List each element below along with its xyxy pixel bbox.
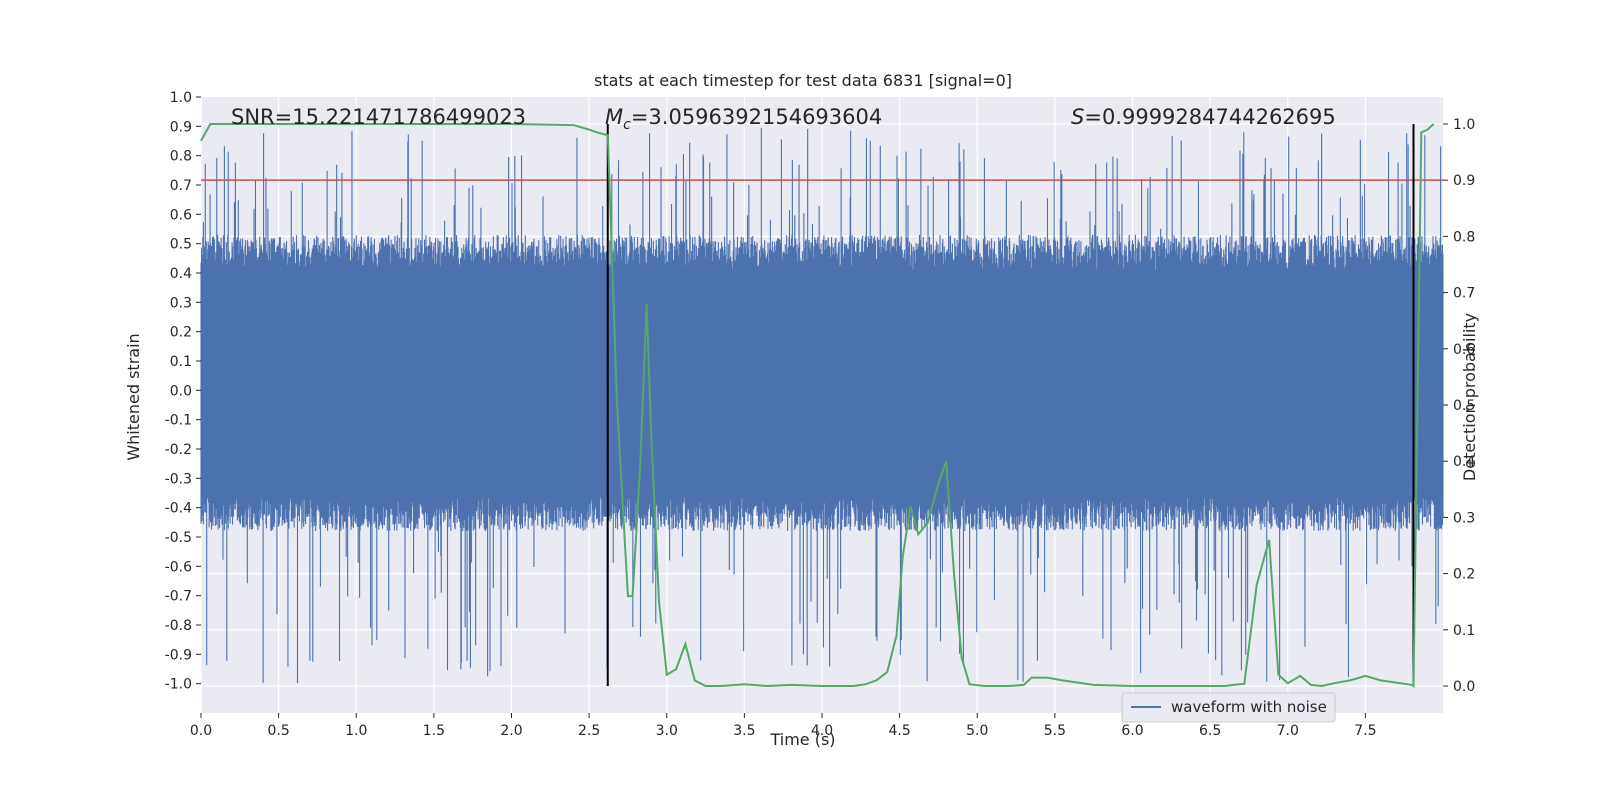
chart-title: stats at each timestep for test data 683… bbox=[594, 71, 1012, 90]
legend: waveform with noise bbox=[1121, 692, 1336, 723]
y-right-tick-label: 0.7 bbox=[1453, 286, 1475, 302]
x-tick-label: 4.0 bbox=[811, 723, 833, 739]
y-left-tick-label: -0.1 bbox=[165, 413, 192, 429]
y-left-tick-label: -0.9 bbox=[165, 647, 192, 663]
y-left-tick-label: 1.0 bbox=[170, 90, 192, 106]
y-left-tick-label: -0.8 bbox=[165, 618, 192, 634]
significance-symbol: S bbox=[1071, 105, 1084, 129]
y-left-tick-label: 0.7 bbox=[170, 178, 192, 194]
x-tick-label: 3.5 bbox=[733, 723, 755, 739]
x-tick-label: 2.0 bbox=[500, 723, 522, 739]
x-axis-label: Time (s) bbox=[769, 730, 835, 749]
x-tick-label: 6.0 bbox=[1121, 723, 1143, 739]
x-tick-label: 0.5 bbox=[267, 723, 289, 739]
x-tick-label: 6.5 bbox=[1199, 723, 1221, 739]
x-tick-label: 0.0 bbox=[190, 723, 212, 739]
y-right-tick-label: 0.4 bbox=[1453, 454, 1475, 470]
y-left-tick-label: -0.6 bbox=[165, 559, 192, 575]
y-left-tick-label: 0.2 bbox=[170, 325, 192, 341]
chirp-mass-annotation: Mc=3.0596392154693604 bbox=[605, 105, 882, 133]
x-tick-label: 7.0 bbox=[1277, 723, 1299, 739]
y-right-tick-label: 0.6 bbox=[1453, 342, 1475, 358]
x-axis-ticks: 0.0 0.5 1.0 1.5 2.0 2.5 3.0 3.5 4.0 4.5 5.0 5.5 6.0 6… bbox=[190, 713, 1377, 739]
y-left-tick-label: 0.4 bbox=[170, 266, 192, 282]
y-left-tick-label: 0.3 bbox=[170, 295, 192, 311]
y-left-tick-label: -0.5 bbox=[165, 530, 192, 546]
x-tick-label: 5.5 bbox=[1044, 723, 1066, 739]
y-left-axis-ticks: -1.0 -0.9 -0.8 -0.7 -0.6 -0.5 -0.4 -0.3 -0.2 -0.1… bbox=[165, 90, 201, 693]
y-left-tick-label: 0.0 bbox=[170, 383, 192, 399]
x-tick-label: 1.0 bbox=[345, 723, 367, 739]
y-right-tick-label: 1.0 bbox=[1453, 117, 1475, 133]
y-axis-label-left: Whitened strain bbox=[124, 333, 143, 460]
waveform-series bbox=[200, 127, 1444, 683]
y-right-tick-label: 0.8 bbox=[1453, 229, 1475, 245]
chirp-mass-symbol: M bbox=[605, 105, 623, 129]
y-left-tick-label: -0.7 bbox=[165, 589, 192, 605]
x-tick-label: 7.5 bbox=[1354, 723, 1376, 739]
x-tick-label: 3.0 bbox=[656, 723, 678, 739]
y-left-tick-label: 0.1 bbox=[170, 354, 192, 370]
y-right-tick-label: 0.2 bbox=[1453, 567, 1475, 583]
y-left-tick-label: 0.8 bbox=[170, 149, 192, 165]
y-right-tick-label: 0.3 bbox=[1453, 510, 1475, 526]
x-tick-label: 4.5 bbox=[888, 723, 910, 739]
y-right-tick-label: 0.0 bbox=[1453, 679, 1475, 695]
y-left-tick-label: -1.0 bbox=[165, 677, 192, 693]
legend-label: waveform with noise bbox=[1171, 698, 1327, 716]
y-right-tick-label: 0.9 bbox=[1453, 173, 1475, 189]
y-left-tick-label: -0.2 bbox=[165, 442, 192, 458]
x-tick-label: 2.5 bbox=[578, 723, 600, 739]
chirp-mass-value: =3.0596392154693604 bbox=[631, 105, 882, 129]
x-tick-label: 5.0 bbox=[966, 723, 988, 739]
significance-value: =0.9999284744262695 bbox=[1084, 105, 1335, 129]
y-right-tick-label: 0.1 bbox=[1453, 623, 1475, 639]
y-left-tick-label: -0.4 bbox=[165, 501, 192, 517]
y-right-axis-ticks: 0.0 0.1 0.2 0.3 0.4 0.5 0.6 0.7 0.8 0.9 1.0 bbox=[1443, 117, 1475, 695]
detection-probability-series bbox=[200, 123, 1435, 688]
x-tick-label: 1.5 bbox=[423, 723, 445, 739]
snr-annotation: SNR=15.221471786499023 bbox=[231, 105, 526, 129]
chirp-mass-subscript: c bbox=[623, 117, 631, 133]
y-axis-label-right: Detection probability bbox=[1460, 313, 1479, 481]
y-left-tick-label: -0.3 bbox=[165, 471, 192, 487]
y-right-tick-label: 0.5 bbox=[1453, 398, 1475, 414]
vertical-markers bbox=[606, 123, 1415, 687]
significance-annotation: S=0.9999284744262695 bbox=[1071, 105, 1336, 129]
y-left-tick-label: 0.9 bbox=[170, 119, 192, 135]
y-left-tick-label: 0.5 bbox=[170, 237, 192, 253]
y-left-tick-label: 0.6 bbox=[170, 207, 192, 223]
